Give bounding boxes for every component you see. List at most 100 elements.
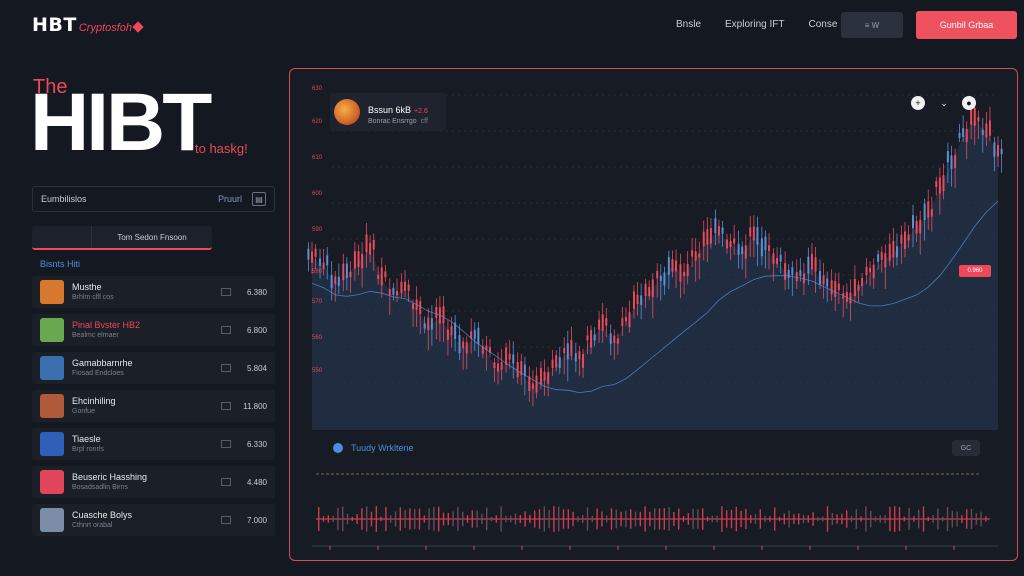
asset-value: 6.800 bbox=[246, 325, 267, 335]
volume-bar bbox=[553, 506, 555, 532]
y-tick-label: 600 bbox=[312, 191, 323, 197]
volume-bar bbox=[826, 506, 829, 532]
tab-right[interactable]: Tom Sedon Fnsoon bbox=[117, 232, 187, 242]
asset-sub: Bosadsadlin Birns bbox=[72, 484, 129, 491]
candle-body bbox=[598, 319, 601, 330]
volume-bar bbox=[913, 516, 915, 522]
candle-body bbox=[377, 274, 380, 279]
volume-bar bbox=[601, 511, 603, 527]
volume-bar bbox=[639, 511, 641, 527]
asset-thumbnail bbox=[40, 356, 64, 380]
candle-body bbox=[582, 353, 585, 368]
candle-body bbox=[465, 342, 468, 354]
volume-bar bbox=[457, 507, 459, 531]
volume-bar bbox=[706, 516, 709, 522]
settings-icon[interactable]: ● bbox=[962, 96, 976, 110]
main-nav: Bnsle Exploring IFT Conse bbox=[676, 19, 837, 30]
volume-bar bbox=[529, 514, 531, 524]
calendar-icon[interactable]: ▤ bbox=[252, 192, 266, 206]
volume-bar bbox=[610, 508, 613, 530]
candle-body bbox=[419, 301, 422, 315]
volume-bar bbox=[423, 515, 425, 523]
hero-tagline: to haskg! bbox=[195, 141, 248, 156]
volume-bar bbox=[634, 511, 637, 527]
price-area bbox=[312, 119, 998, 430]
candle-body bbox=[644, 283, 647, 297]
asset-thumbnail bbox=[40, 280, 64, 304]
candle-body bbox=[900, 234, 903, 244]
candle-body bbox=[737, 243, 740, 255]
volume-bar bbox=[812, 512, 814, 526]
candle-body bbox=[869, 267, 872, 273]
asset-thumbnail bbox=[40, 508, 64, 532]
logo[interactable]: HBT Cryptosfoh bbox=[32, 14, 144, 36]
candle-body bbox=[691, 250, 694, 257]
candle-body bbox=[605, 318, 608, 326]
asset-sub: Brpl ronrls bbox=[72, 446, 104, 453]
list-item[interactable]: Cuasche Bolys Cthnrt orabal 7.000 bbox=[32, 504, 275, 536]
zoom-in-icon[interactable]: + bbox=[911, 96, 925, 110]
volume-bar bbox=[452, 511, 454, 527]
chevron-down-icon[interactable]: ⌄ bbox=[940, 97, 948, 108]
list-item[interactable]: Tiaesle Brpl ronrls 6.330 bbox=[32, 428, 275, 460]
volume-bar bbox=[548, 509, 550, 529]
list-item[interactable]: Gamabbarnrhe Fiosad Endcloes 5.804 bbox=[32, 352, 275, 384]
volume-panel-title[interactable]: Tuudy Wrkltene bbox=[333, 443, 414, 453]
y-tick-label: 560 bbox=[312, 335, 323, 341]
candle-body bbox=[497, 363, 500, 372]
y-tick-label: 630 bbox=[312, 86, 323, 92]
nav-link-2[interactable]: Exploring IFT bbox=[725, 19, 785, 30]
volume-bar bbox=[370, 511, 373, 527]
candle-body bbox=[741, 246, 744, 255]
candle-body bbox=[675, 260, 678, 272]
y-tick-label: 570 bbox=[312, 299, 323, 305]
candle-body bbox=[372, 240, 375, 250]
list-item[interactable]: Beuseric Hasshing Bosadsadlin Birns 4.480 bbox=[32, 466, 275, 498]
list-item[interactable]: Ehcinhiling Gonfue 11.800 bbox=[32, 390, 275, 422]
nav-link-3[interactable]: Conse bbox=[808, 19, 838, 30]
candle-body bbox=[462, 341, 465, 349]
primary-cta-button[interactable]: Gunbil Grbaa bbox=[916, 11, 1017, 39]
volume-bar bbox=[404, 510, 406, 528]
candle-body bbox=[895, 246, 898, 258]
volume-bar bbox=[874, 516, 877, 522]
volume-bar bbox=[466, 515, 469, 523]
candle-body bbox=[632, 291, 635, 309]
trading-pair-selector[interactable]: Bssun 6kB +2.6 Bonrac Ensrrgo cff bbox=[330, 93, 446, 131]
coin-icon bbox=[334, 99, 360, 125]
list-item[interactable]: Pinal Bvster HB2 Bealmc elmaer 6.800 bbox=[32, 314, 275, 346]
volume-bar bbox=[481, 514, 483, 524]
volume-bar bbox=[356, 513, 358, 525]
nav-link-1[interactable]: Bnsle bbox=[676, 19, 702, 30]
candle-body bbox=[791, 267, 794, 276]
volume-bar bbox=[807, 515, 809, 523]
candle-body bbox=[962, 128, 965, 137]
asset-thumbnail bbox=[40, 470, 64, 494]
candle-body bbox=[810, 253, 813, 270]
candle-body bbox=[958, 132, 961, 138]
candle-body bbox=[872, 264, 875, 279]
volume-bar bbox=[582, 514, 584, 524]
volume-bar bbox=[366, 506, 368, 532]
volume-bar bbox=[399, 507, 401, 531]
menu-button[interactable]: ≡ W bbox=[841, 12, 903, 38]
candle-body bbox=[667, 257, 670, 276]
candle-body bbox=[659, 275, 662, 281]
candle-body bbox=[795, 272, 798, 282]
volume-bar bbox=[702, 508, 704, 530]
asset-name: Cuasche Bolys bbox=[72, 510, 133, 520]
volume-bar bbox=[975, 513, 977, 525]
list-item[interactable]: Musthe Brhlm clfl cos 6.380 bbox=[32, 276, 275, 308]
panel-header-bar[interactable]: Eumbilislos Pruurl ▤ bbox=[32, 186, 275, 212]
volume-bar bbox=[409, 508, 411, 530]
candle-body bbox=[473, 329, 476, 340]
volume-bar bbox=[802, 514, 805, 524]
panel-header-action[interactable]: Pruurl bbox=[217, 194, 242, 204]
candle-body bbox=[779, 254, 782, 262]
volume-bar bbox=[922, 506, 925, 532]
volume-bar bbox=[486, 507, 488, 531]
volume-panel-button[interactable]: GC bbox=[952, 440, 980, 456]
tab-left[interactable] bbox=[32, 226, 92, 248]
volume-bar bbox=[668, 507, 670, 531]
